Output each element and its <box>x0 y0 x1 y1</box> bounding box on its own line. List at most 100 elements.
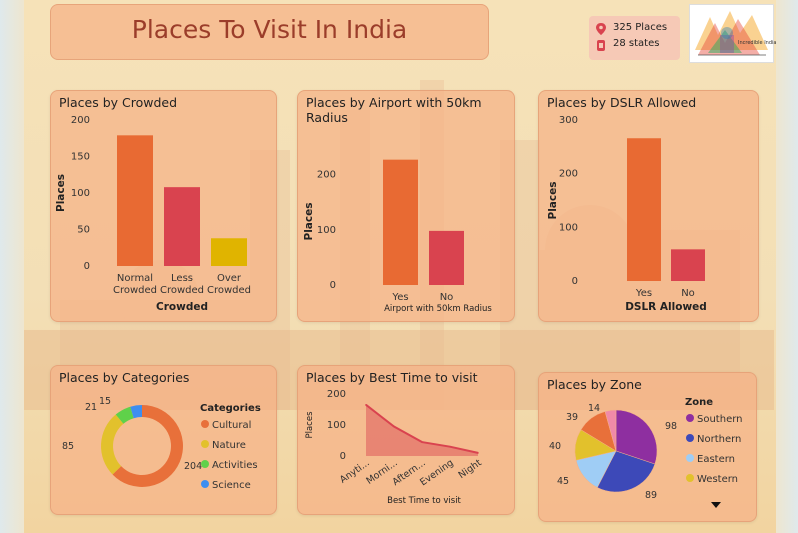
zone-legend-marker <box>686 434 694 442</box>
background-edge-left <box>0 0 24 533</box>
dslr-xlabel: DSLR Allowed <box>625 301 707 313</box>
categories-legend-label: Nature <box>212 440 246 451</box>
zone-legend-label: Southern <box>697 414 743 425</box>
categories-panel: Places by Categories <box>50 365 277 515</box>
categories-legend-marker <box>201 420 209 428</box>
zone-legend-marker <box>686 474 694 482</box>
crowded-ytick: 50 <box>77 225 90 236</box>
crowded-panel: Places by Crowded <box>50 90 277 322</box>
categories-slice <box>115 406 134 424</box>
categories-slice <box>130 405 142 419</box>
crowded-ylabel: Places <box>55 174 67 212</box>
building-icon <box>597 40 605 51</box>
crowded-xtick: Over <box>217 273 242 284</box>
zone-legend-label: Western <box>697 474 738 485</box>
crowded-ytick: 0 <box>84 261 90 272</box>
crowded-ytick: 150 <box>71 152 90 163</box>
besttime-title: Places by Best Time to visit <box>306 370 478 385</box>
categories-data-label: 85 <box>62 441 74 452</box>
besttime-xtick: Night <box>456 457 483 481</box>
categories-data-label: 204 <box>184 461 202 472</box>
zone-slice <box>615 409 658 465</box>
zone-legend-label: Eastern <box>697 454 735 465</box>
categories-legend-marker <box>201 480 209 488</box>
crowded-bar <box>164 187 200 266</box>
zone-legend-title: Zone <box>685 397 713 408</box>
dslr-ytick: 300 <box>559 115 578 126</box>
airport-bar <box>429 230 464 285</box>
airport-ytick: 100 <box>317 225 336 236</box>
logo: Incredible India <box>689 4 777 63</box>
categories-legend-marker <box>201 460 209 468</box>
categories-legend-label: Activities <box>212 460 258 471</box>
categories-legend-label: Science <box>212 480 251 491</box>
zone-data-label: 98 <box>665 421 677 432</box>
besttime-ytick: 200 <box>327 389 346 400</box>
besttime-ylabel: Places <box>305 411 315 439</box>
dslr-xtick: No <box>681 288 695 299</box>
states-count: 28 states <box>613 38 660 49</box>
dslr-xtick: Yes <box>635 288 652 299</box>
besttime-panel: Places by Best Time to visit <box>297 365 515 515</box>
scroll-down-icon[interactable] <box>710 501 722 509</box>
airport-ytick: 0 <box>330 280 336 291</box>
dslr-bar <box>627 138 661 281</box>
besttime-xlabel: Best Time to visit <box>387 496 461 506</box>
zone-slice <box>596 450 656 493</box>
page-title: Places To Visit In India <box>131 15 408 44</box>
map-pin-icon <box>596 23 606 35</box>
zone-data-label: 40 <box>549 441 561 452</box>
categories-slice <box>112 404 183 488</box>
airport-xlabel: Airport with 50km Radius <box>384 304 492 314</box>
airport-bar <box>383 159 418 285</box>
summary-card: 325 Places 28 states <box>589 16 680 60</box>
categories-data-label: 21 <box>85 402 97 413</box>
categories-legend-title: Categories <box>200 403 261 414</box>
zone-data-label: 89 <box>645 490 657 501</box>
zone-title: Places by Zone <box>547 377 642 392</box>
categories-title: Places by Categories <box>59 370 190 385</box>
crowded-xtick: Crowded <box>207 285 251 296</box>
zone-legend-label: Northern <box>697 434 741 445</box>
besttime-point <box>449 445 451 448</box>
zone-data-label: 14 <box>588 403 600 414</box>
besttime-point <box>421 441 423 443</box>
airport-title: Places by Airport with 50km Radius <box>306 95 482 125</box>
airport-ylabel: Places <box>303 203 315 241</box>
zone-slice <box>604 409 617 452</box>
dslr-ytick: 100 <box>559 222 578 233</box>
dslr-ytick: 0 <box>572 276 578 287</box>
categories-data-label: 15 <box>99 396 111 407</box>
crowded-xtick: Less <box>171 273 193 284</box>
crowded-title: Places by Crowded <box>59 95 178 110</box>
airport-xtick: Yes <box>391 292 408 303</box>
dslr-ytick: 200 <box>559 169 578 180</box>
crowded-xlabel: Crowded <box>156 301 208 313</box>
incredible-india-logo-image <box>695 11 768 56</box>
besttime-area <box>366 404 478 456</box>
zone-legend-marker <box>686 454 694 462</box>
zone-data-label: 45 <box>557 476 569 487</box>
crowded-xtick: Normal <box>117 273 153 284</box>
airport-ytick: 200 <box>317 170 336 181</box>
airport-xtick: No <box>440 292 454 303</box>
zone-panel: Places by Zone <box>538 372 757 522</box>
categories-legend-label: Cultural <box>212 420 251 431</box>
dslr-ylabel: Places <box>547 182 559 220</box>
besttime-point <box>477 452 479 454</box>
dslr-bar <box>671 249 705 281</box>
logo-caption: Incredible India <box>738 40 777 46</box>
crowded-ytick: 100 <box>71 188 90 199</box>
dslr-title: Places by DSLR Allowed <box>547 95 697 110</box>
besttime-ytick: 0 <box>340 451 346 462</box>
crowded-xtick: Crowded <box>160 285 204 296</box>
crowded-xtick: Crowded <box>113 285 157 296</box>
categories-legend-marker <box>201 440 209 448</box>
crowded-ytick: 200 <box>71 115 90 126</box>
categories-slice <box>101 414 124 475</box>
title-panel: Places To Visit In India <box>50 4 489 60</box>
zone-legend-marker <box>686 414 694 422</box>
background-edge-right <box>776 0 798 533</box>
places-count: 325 Places <box>613 22 668 33</box>
crowded-bar <box>211 238 247 266</box>
